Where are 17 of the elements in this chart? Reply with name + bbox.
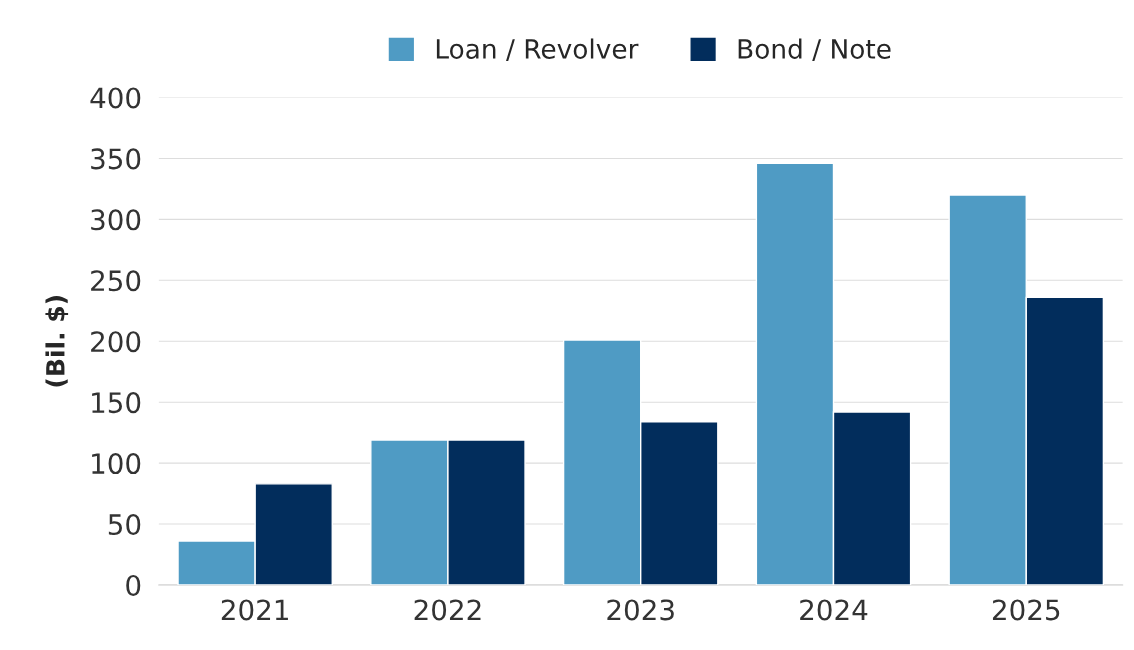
y-tick-label: 250 [91, 270, 141, 292]
y-tick-label: 100 [92, 453, 141, 475]
x-tick-label: 2024 [800, 599, 868, 621]
legend-label: Loan / Revolver [436, 38, 639, 61]
y-tick-label: 200 [91, 331, 141, 353]
y-tick-label: 400 [90, 87, 141, 109]
x-tick-label: 2023 [607, 599, 674, 621]
legend-label: Bond / Note [738, 38, 891, 61]
x-tick-label: 2021 [221, 599, 288, 621]
x-tick-label: 2025 [992, 599, 1060, 621]
y-tick-label: 0 [126, 574, 141, 596]
y-tick-label: 150 [92, 392, 141, 414]
x-tick-label: 2022 [414, 599, 481, 621]
y-axis-title: (Bil. $) [45, 296, 69, 387]
y-tick-label: 300 [91, 209, 141, 231]
y-tick-label: 350 [91, 148, 141, 170]
y-tick-label: 50 [108, 514, 141, 536]
